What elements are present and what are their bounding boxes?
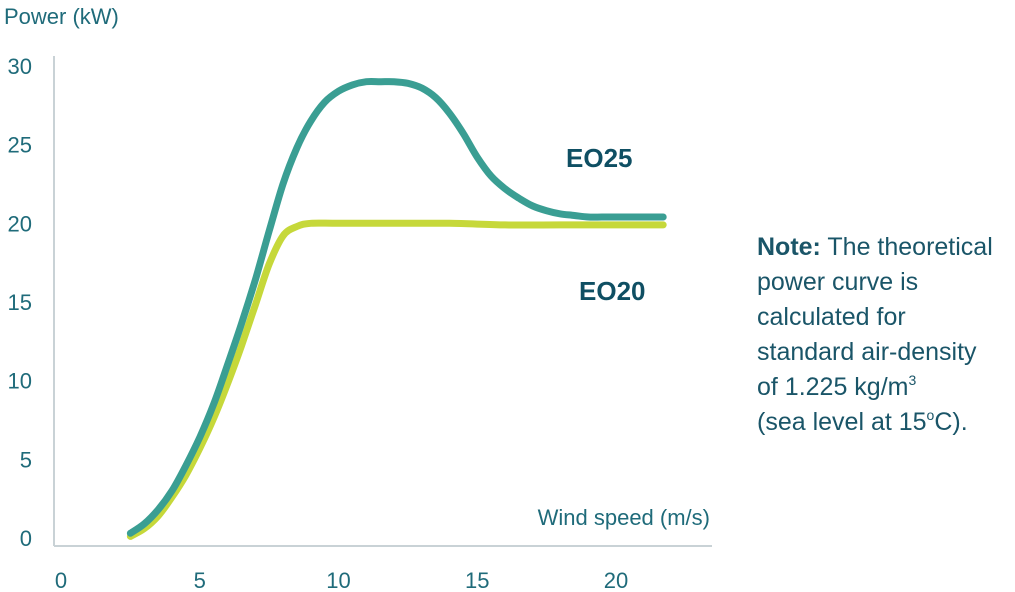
note-line-5-sup: 3 xyxy=(908,372,917,388)
series-line-eo25 xyxy=(126,77,667,537)
y-tick-labels: 0 5 10 15 20 25 30 xyxy=(8,54,32,551)
series-lines xyxy=(126,77,667,540)
note-line-6: (sea level at 15oC). xyxy=(757,405,1012,440)
note-line-2: power curve is xyxy=(757,268,919,296)
x-tick-label: 0 xyxy=(55,568,67,592)
note-line-5: of 1.225 kg/m3 xyxy=(757,370,1012,405)
y-tick-label: 30 xyxy=(8,54,32,79)
y-tick-label: 5 xyxy=(20,447,32,472)
y-tick-label: 15 xyxy=(8,290,32,315)
y-tick-label: 25 xyxy=(8,133,32,158)
series-label-eo25: EO25 xyxy=(566,143,633,173)
note-line-4: standard air-density xyxy=(757,338,977,366)
note-line-3: calculated for xyxy=(757,303,906,331)
y-tick-label: 0 xyxy=(20,526,32,551)
note-heading: Note: xyxy=(757,233,821,261)
y-tick-label: 20 xyxy=(8,211,32,236)
note-text: Note: The theoretical power curve is cal… xyxy=(757,230,1012,440)
x-tick-label: 5 xyxy=(194,568,206,592)
series-line-eo20 xyxy=(126,219,667,540)
y-axis-title: Power (kW) xyxy=(4,4,119,29)
note-line-6-text: (sea level at 15 xyxy=(757,408,927,436)
y-tick-label: 10 xyxy=(8,369,32,394)
note-line-6-end: C). xyxy=(934,408,968,436)
x-tick-label: 20 xyxy=(604,568,628,592)
note-line-6-sup: o xyxy=(926,407,935,423)
x-tick-labels: 0 5 10 15 20 xyxy=(55,568,628,592)
x-axis-title: Wind speed (m/s) xyxy=(538,505,710,530)
series-label-eo20: EO20 xyxy=(579,276,646,306)
note-line-5-text: of 1.225 kg/m xyxy=(757,373,909,401)
x-tick-label: 15 xyxy=(465,568,489,592)
note-line-1: The theoretical xyxy=(827,233,993,261)
note-line: Note: The theoretical xyxy=(757,230,1012,265)
chart-axes xyxy=(53,56,712,547)
x-tick-label: 10 xyxy=(326,568,350,592)
